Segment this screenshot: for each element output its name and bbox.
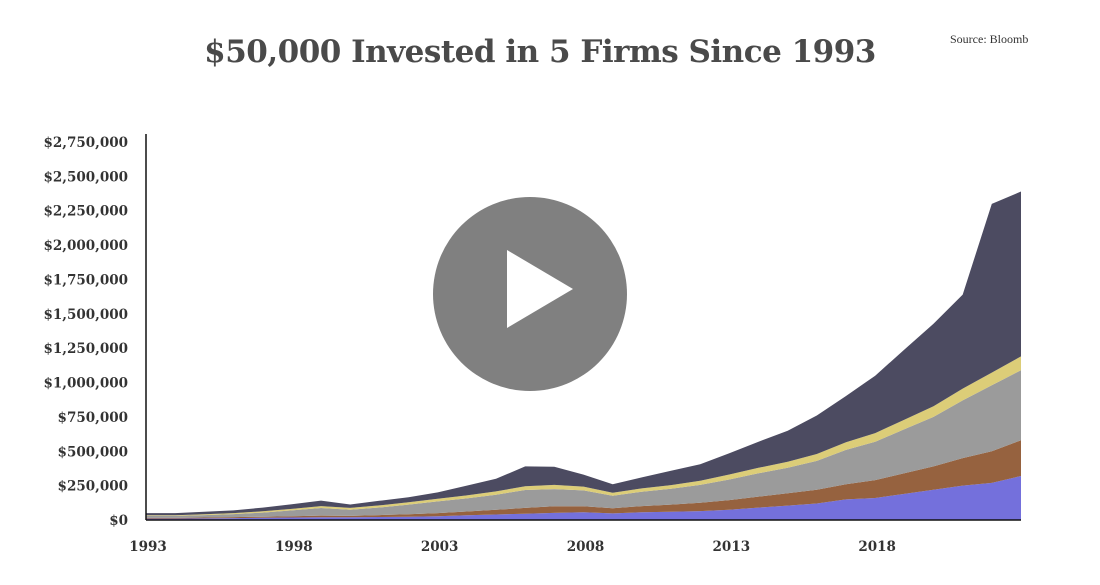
series-area-1 bbox=[146, 476, 1021, 520]
y-tick-label: $250,000 bbox=[58, 479, 128, 495]
y-tick-label: $1,500,000 bbox=[43, 307, 128, 323]
x-tick-label: 2008 bbox=[567, 539, 605, 555]
x-tick-label: 1993 bbox=[129, 539, 167, 555]
series-area-3 bbox=[146, 370, 1021, 518]
y-tick-label: $2,000,000 bbox=[43, 238, 128, 254]
y-tick-label: $1,000,000 bbox=[43, 376, 128, 392]
chart-title: $50,000 Invested in 5 Firms Since 1993 bbox=[204, 34, 876, 70]
y-axis-ticks: $0 $250,000 $500,000 $750,000 $1,000,000 $1,2… bbox=[43, 135, 128, 529]
y-tick-label: $2,250,000 bbox=[43, 204, 128, 220]
y-tick-label: $1,750,000 bbox=[43, 272, 128, 288]
series-areas bbox=[146, 191, 1021, 520]
source-note: Source: Bloomberg bbox=[950, 32, 1028, 46]
y-tick-label: $0 bbox=[109, 513, 128, 529]
series-area-2 bbox=[146, 440, 1021, 519]
y-tick-label: $2,500,000 bbox=[43, 169, 128, 185]
x-tick-label: 2018 bbox=[858, 539, 896, 555]
x-tick-label: 2013 bbox=[713, 539, 751, 555]
y-tick-label: $500,000 bbox=[58, 444, 128, 460]
y-tick-label: $1,250,000 bbox=[43, 341, 128, 357]
x-tick-label: 1998 bbox=[275, 539, 313, 555]
play-button[interactable] bbox=[433, 197, 627, 391]
y-tick-label: $750,000 bbox=[58, 410, 128, 426]
y-tick-label: $2,750,000 bbox=[43, 135, 128, 151]
axes bbox=[145, 134, 1021, 521]
x-tick-label: 2003 bbox=[421, 539, 459, 555]
series-area-5 bbox=[146, 191, 1021, 516]
x-axis-ticks: 1993 1998 2003 2008 2013 2018 bbox=[129, 539, 896, 555]
